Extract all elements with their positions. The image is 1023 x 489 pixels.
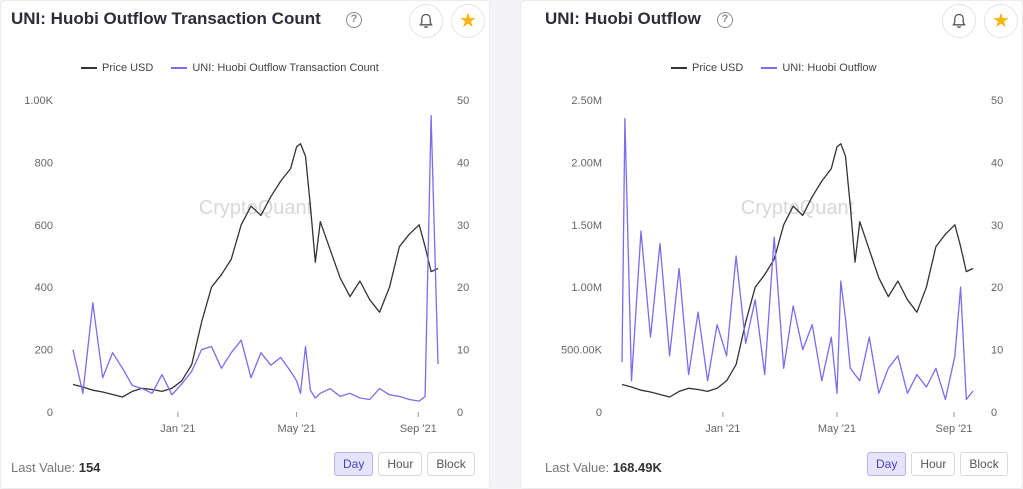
y-right-tick-label: 0: [991, 407, 997, 419]
x-tick-label: May '21: [818, 423, 856, 435]
bell-icon[interactable]: [942, 4, 976, 38]
y-right-tick-label: 40: [457, 157, 469, 169]
legend-item-price[interactable]: Price USD: [671, 62, 743, 74]
y-right-tick-label: 20: [991, 282, 1003, 294]
chart-plot-outflow: CryptoQuant 0 500.00K 1.00M 1.50M 2.00M 2.50M 0…: [561, 95, 1003, 435]
y-left-tick-label: 1.00M: [571, 282, 602, 294]
y-right-tick-label: 10: [991, 345, 1003, 357]
y-left-tick-label: 800: [35, 157, 53, 169]
y-left-tick-label: 1.00K: [24, 95, 53, 107]
y-right-tick-label: 20: [457, 282, 469, 294]
x-tick-label: Sep '21: [935, 423, 972, 435]
y-left-tick-label: 500.00K: [561, 345, 603, 357]
x-tick-label: Jan '21: [160, 423, 195, 435]
y-right-tick-label: 30: [457, 220, 469, 232]
price-series-line: [621, 143, 974, 398]
x-tick-label: May '21: [277, 423, 315, 435]
resolution-toggle: Day Hour Block: [334, 452, 475, 476]
last-value: Last Value: 168.49K: [545, 460, 662, 475]
chart-card-outflow: UNI: Huobi Outflow ? ★ Price USD UNI: Hu…: [520, 0, 1023, 489]
bell-icon[interactable]: [409, 4, 443, 38]
watermark: CryptoQuant: [199, 197, 313, 219]
legend-item-series[interactable]: UNI: Huobi Outflow Transaction Count: [171, 62, 379, 74]
metric-series-line: [72, 114, 439, 402]
star-icon[interactable]: ★: [984, 4, 1018, 38]
chart-title: UNI: Huobi Outflow Transaction Count: [11, 9, 321, 28]
y-right-tick-label: 50: [991, 95, 1003, 107]
y-left-tick-label: 2.00M: [571, 157, 602, 169]
y-right-tick-label: 40: [991, 157, 1003, 169]
y-right-tick-label: 0: [457, 407, 463, 419]
y-left-tick-label: 0: [596, 407, 602, 419]
bell-icon-glyph: [419, 13, 433, 28]
chart-title: UNI: Huobi Outflow: [545, 9, 701, 28]
legend-item-price[interactable]: Price USD: [81, 62, 153, 74]
legend-item-series[interactable]: UNI: Huobi Outflow: [761, 62, 877, 74]
resolution-day-button[interactable]: Day: [867, 452, 907, 476]
last-value: Last Value: 154: [11, 460, 101, 475]
chart-legend: Price USD UNI: Huobi Outflow: [671, 59, 889, 77]
chart-card-tx-count: UNI: Huobi Outflow Transaction Count ? ★…: [0, 0, 490, 489]
chart-legend: Price USD UNI: Huobi Outflow Transaction…: [81, 59, 391, 77]
price-series-line: [72, 143, 439, 398]
resolution-block-button[interactable]: Block: [960, 452, 1008, 476]
star-icon[interactable]: ★: [451, 4, 485, 38]
x-tick-label: Sep '21: [400, 423, 437, 435]
metric-series-line: [621, 118, 974, 401]
resolution-block-button[interactable]: Block: [427, 452, 475, 476]
resolution-toggle: Day Hour Block: [867, 452, 1008, 476]
resolution-hour-button[interactable]: Hour: [911, 452, 956, 476]
y-left-tick-label: 600: [35, 220, 53, 232]
chart-plot-tx-count: CryptoQuant 0 200 400 600 800 1.00K 0 10 20 30 40 50…: [24, 95, 469, 435]
y-right-tick-label: 30: [991, 220, 1003, 232]
y-right-tick-label: 10: [457, 345, 469, 357]
question-circle-icon[interactable]: ?: [346, 12, 362, 28]
resolution-day-button[interactable]: Day: [334, 452, 374, 476]
y-left-tick-label: 200: [35, 345, 53, 357]
y-left-tick-label: 0: [47, 407, 53, 419]
x-tick-label: Jan '21: [705, 423, 740, 435]
y-right-tick-label: 50: [457, 95, 469, 107]
resolution-hour-button[interactable]: Hour: [378, 452, 423, 476]
watermark: CryptoQuant: [741, 197, 855, 219]
y-left-tick-label: 400: [35, 282, 53, 294]
question-circle-icon[interactable]: ?: [717, 12, 733, 28]
y-left-tick-label: 1.50M: [571, 220, 602, 232]
bell-icon-glyph: [952, 13, 966, 28]
y-left-tick-label: 2.50M: [571, 95, 602, 107]
